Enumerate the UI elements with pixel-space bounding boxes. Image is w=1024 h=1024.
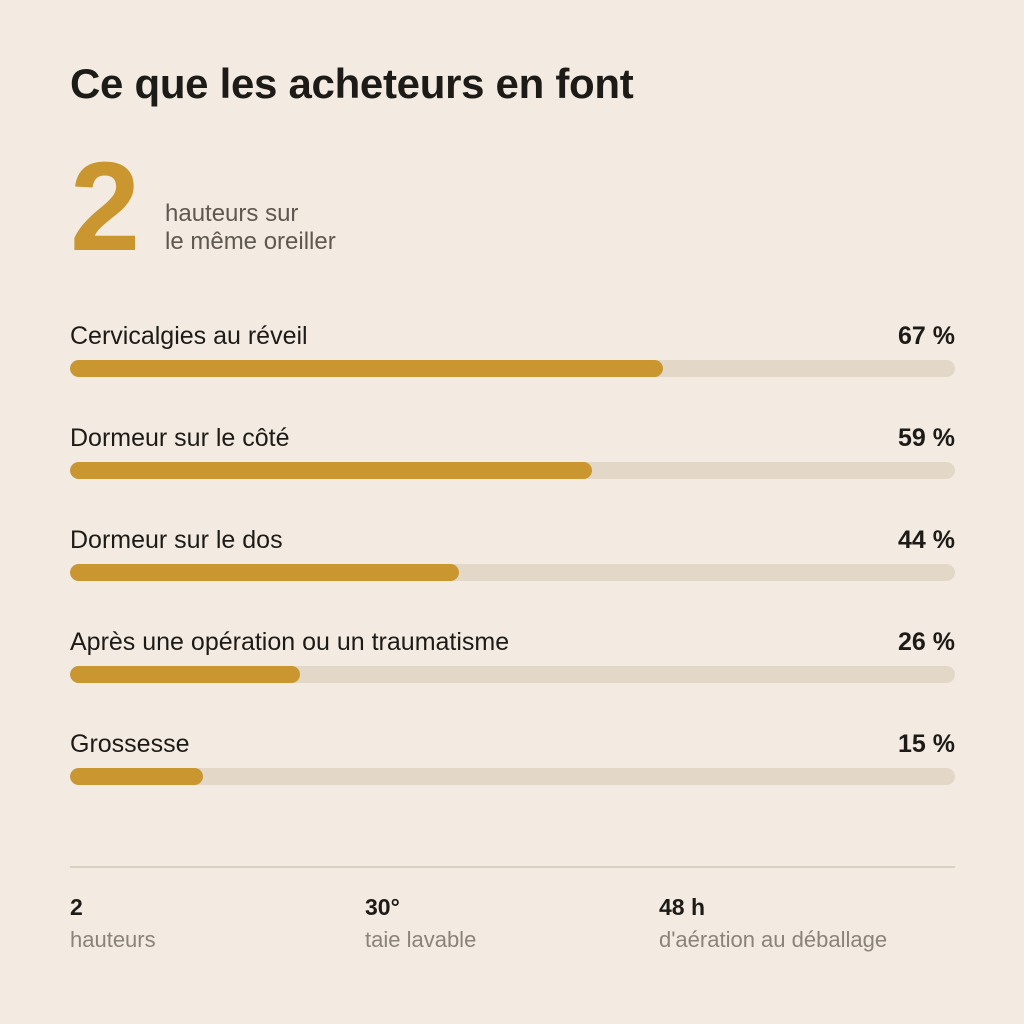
bar-row: Grossesse 15 % xyxy=(70,724,955,826)
hero-caption: hauteurs sur le même oreiller xyxy=(165,200,465,256)
bar-row: Cervicalgies au réveil 67 % xyxy=(70,316,955,418)
hero-caption-line-1: hauteurs sur xyxy=(165,200,299,227)
bar-value-label: 15 % xyxy=(898,730,955,758)
bar-track xyxy=(70,564,955,581)
bar-fill xyxy=(70,462,592,479)
stats-row: 2 hauteurs 30° taie lavable 48 h d'aérat… xyxy=(70,892,955,972)
bar-fill xyxy=(70,564,459,581)
bar-track xyxy=(70,360,955,377)
bar-value-label: 59 % xyxy=(898,424,955,452)
stat-label: d'aération au déballage xyxy=(659,927,888,952)
hero-number: 2 xyxy=(70,136,140,277)
page-title: Ce que les acheteurs en font xyxy=(70,60,634,107)
stat-label: taie lavable xyxy=(365,927,477,952)
bar-category-label: Cervicalgies au réveil xyxy=(70,322,308,350)
bar-track xyxy=(70,462,955,479)
bar-chart: Cervicalgies au réveil 67 % Dormeur sur le… xyxy=(70,316,955,826)
bar-value-label: 67 % xyxy=(898,322,955,350)
bar-row: Après une opération ou un traumatisme 26 … xyxy=(70,622,955,724)
bar-row: Dormeur sur le côté 59 % xyxy=(70,418,955,520)
bar-value-label: 44 % xyxy=(898,526,955,554)
hero-caption-line-2: le même oreiller xyxy=(165,228,336,255)
stat-airing-time: 48 h d'aération au déballage xyxy=(659,892,949,954)
stat-heights: 2 hauteurs xyxy=(70,892,360,954)
stat-washable-cover: 30° taie lavable xyxy=(365,892,655,954)
bar-category-label: Après une opération ou un traumatisme xyxy=(70,628,510,656)
bar-value-label: 26 % xyxy=(898,628,955,656)
stat-label: hauteurs xyxy=(70,927,156,952)
bar-category-label: Dormeur sur le côté xyxy=(70,424,290,452)
bar-category-label: Dormeur sur le dos xyxy=(70,526,283,554)
bar-fill xyxy=(70,666,300,683)
bar-row: Dormeur sur le dos 44 % xyxy=(70,520,955,622)
stat-value: 2 xyxy=(70,894,83,920)
bar-fill xyxy=(70,768,203,785)
stat-value: 30° xyxy=(365,894,400,920)
bar-track xyxy=(70,666,955,683)
stat-value: 48 h xyxy=(659,894,706,920)
divider xyxy=(70,866,955,868)
bar-fill xyxy=(70,360,663,377)
bar-category-label: Grossesse xyxy=(70,730,190,758)
bar-track xyxy=(70,768,955,785)
